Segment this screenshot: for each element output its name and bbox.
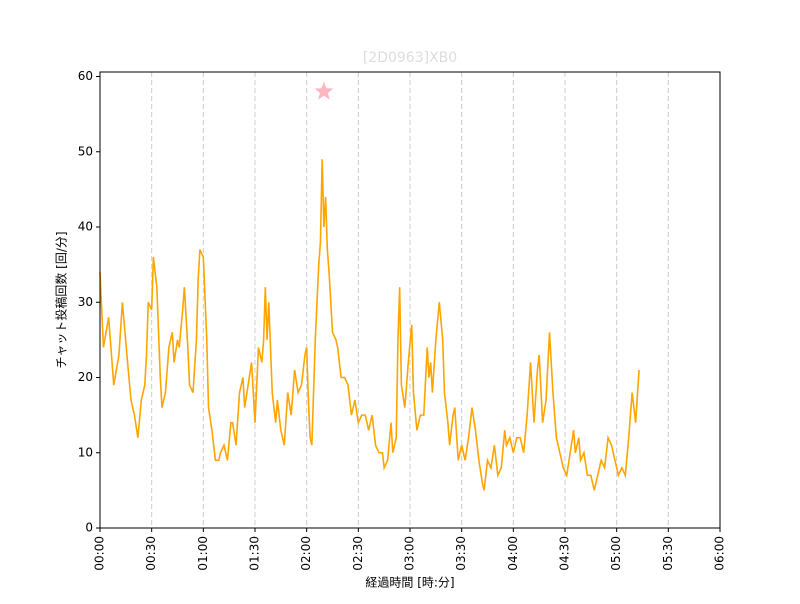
x-tick-label: 00:30: [144, 536, 158, 571]
x-tick-label: 00:00: [93, 536, 107, 571]
x-tick-label: 05:30: [661, 536, 675, 571]
chart-title: [2D0963]XB0: [363, 50, 457, 66]
x-tick-label: 04:00: [506, 536, 520, 571]
x-tick-label: 06:00: [713, 536, 727, 571]
x-tick-label: 04:30: [558, 536, 572, 571]
x-axis-label: 経過時間 [時:分]: [365, 576, 454, 590]
x-tick-label: 03:30: [454, 536, 468, 571]
y-tick-label: 10: [78, 445, 93, 459]
x-tick-label: 03:00: [403, 536, 417, 571]
x-tick-label: 01:30: [248, 536, 262, 571]
y-tick-label: 30: [78, 295, 93, 309]
x-tick-label: 05:00: [609, 536, 623, 571]
y-axis-label: チャット投稿回数 [回/分]: [54, 231, 69, 368]
y-tick-label: 50: [78, 144, 93, 158]
x-tick-label: 02:00: [299, 536, 313, 571]
x-tick-label: 01:00: [196, 536, 210, 571]
x-tick-label: 02:30: [351, 536, 365, 571]
plot-frame: [99, 71, 721, 529]
y-tick-label: 0: [85, 521, 93, 535]
highlight-star: [314, 81, 334, 100]
y-tick-label: 20: [78, 370, 93, 384]
y-tick-label: 60: [78, 69, 93, 83]
y-tick-label: 40: [78, 220, 93, 234]
data-line: [99, 159, 640, 491]
